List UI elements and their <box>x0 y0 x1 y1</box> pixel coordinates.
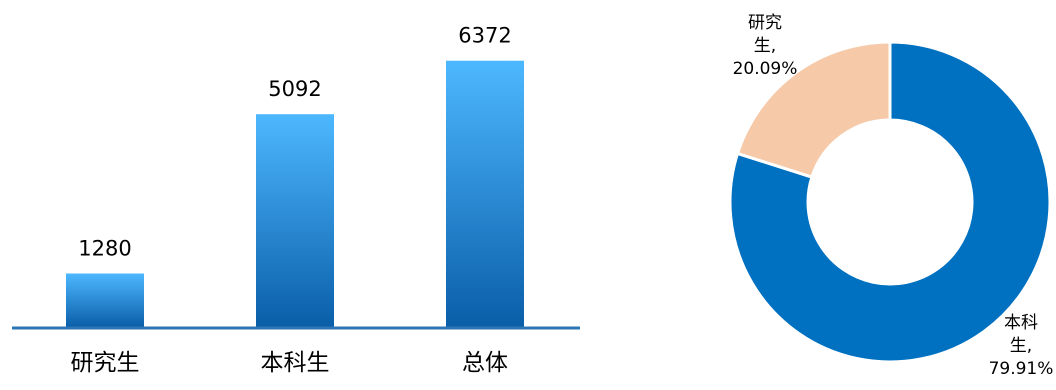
donut-slice-2 <box>728 40 1052 364</box>
slice-label: 研究生, 20.09% <box>733 13 798 79</box>
slice-label: 本科生, 79.91% <box>989 313 1054 379</box>
bar-2 <box>256 114 334 327</box>
x-tick-label: 本科生 <box>261 350 330 376</box>
bar-value-label: 5092 <box>268 77 321 101</box>
data-labels: 1280 5092 6372 <box>78 24 511 261</box>
donut-chart: 研究生, 20.09% 本科生, 79.91% <box>728 13 1054 379</box>
x-tick-label: 研究生 <box>71 350 140 376</box>
x-tick-label: 总体 <box>462 350 508 376</box>
donut-slices <box>728 40 1052 364</box>
bar-series <box>66 60 524 328</box>
bar-3 <box>446 60 524 328</box>
bar-value-label: 6372 <box>458 24 511 48</box>
x-axis-tick-labels: 研究生 本科生 总体 <box>71 350 509 376</box>
donut-data-labels: 研究生, 20.09% 本科生, 79.91% <box>733 13 1054 379</box>
bar-value-label: 1280 <box>78 237 131 261</box>
donut-slice-1 <box>735 40 892 179</box>
bar-1 <box>66 273 144 327</box>
bar-chart: 研究生 本科生 总体 1280 5092 6372 <box>12 24 580 376</box>
